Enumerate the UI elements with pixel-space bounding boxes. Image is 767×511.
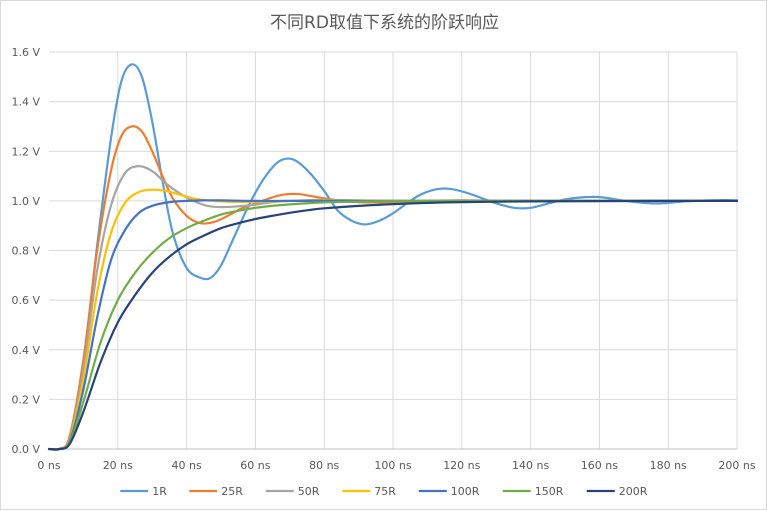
series-line-200r <box>47 199 739 451</box>
x-tick-label: 60 ns <box>240 459 270 472</box>
legend-item-50r: 50R <box>265 485 320 498</box>
legend-item-200r: 200R <box>586 485 648 498</box>
series-line-100r <box>47 199 739 451</box>
y-tick-label: 0.8 V <box>11 245 40 258</box>
y-tick-label: 0.2 V <box>11 393 40 406</box>
x-tick-label: 80 ns <box>309 459 339 472</box>
y-tick-label: 1.2 V <box>11 145 40 158</box>
y-tick-label: 1.6 V <box>11 46 40 59</box>
legend-label: 50R <box>298 485 320 498</box>
x-tick-label: 140 ns <box>512 459 549 472</box>
y-tick-label: 0.0 V <box>11 443 40 456</box>
legend-item-100r: 100R <box>418 485 480 498</box>
legend-label: 100R <box>451 485 480 498</box>
series-lines <box>47 63 739 452</box>
legend-label: 1R <box>152 485 167 498</box>
legend-item-150r: 150R <box>502 485 564 498</box>
x-tick-label: 160 ns <box>581 459 618 472</box>
series-line-1r <box>47 63 739 452</box>
y-tick-label: 1.4 V <box>11 96 40 109</box>
y-tick-label: 0.6 V <box>11 294 40 307</box>
x-tick-label: 20 ns <box>103 459 133 472</box>
x-tick-label: 40 ns <box>171 459 201 472</box>
y-axis-ticks: 0.0 V 0.2 V 0.4 V 0.6 V 0.8 V 1.0 V 1.2 V 1.4 V… <box>11 46 40 456</box>
x-tick-label: 180 ns <box>650 459 687 472</box>
y-tick-label: 0.4 V <box>11 344 40 357</box>
legend-label: 25R <box>221 485 243 498</box>
legend-label: 75R <box>374 485 396 498</box>
legend-label: 150R <box>535 485 564 498</box>
x-tick-label: 120 ns <box>443 459 480 472</box>
x-tick-label: 200 ns <box>718 459 755 472</box>
x-tick-label: 100 ns <box>374 459 411 472</box>
legend-item-75r: 75R <box>342 485 396 498</box>
legend-item-1r: 1R <box>120 485 167 498</box>
x-axis-ticks: 0 ns 20 ns 40 ns 60 ns 80 ns 100 ns 120 ns 140 … <box>37 459 755 472</box>
legend: 1R 25R 50R 75R 100R 150R 200R <box>120 485 648 498</box>
legend-label: 200R <box>619 485 648 498</box>
x-tick-label: 0 ns <box>37 459 60 472</box>
y-tick-label: 1.0 V <box>11 195 40 208</box>
gridlines <box>49 51 738 449</box>
legend-item-25r: 25R <box>189 485 243 498</box>
series-line-150r <box>47 199 739 451</box>
chart-title: 不同RD取值下系统的阶跃响应 <box>270 13 499 33</box>
